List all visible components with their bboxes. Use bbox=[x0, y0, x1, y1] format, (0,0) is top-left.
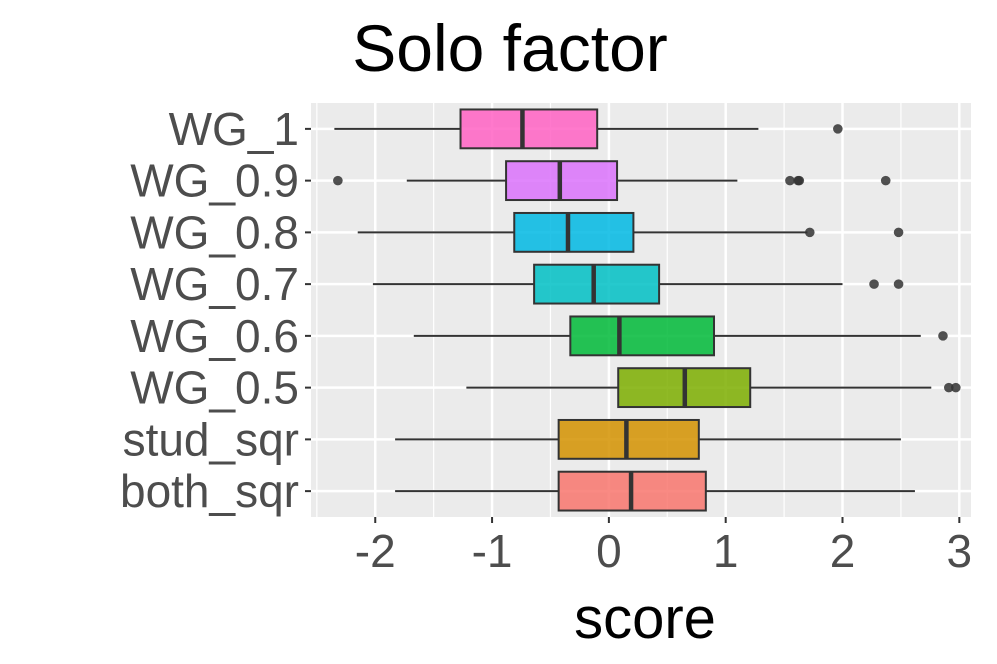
box-both_sqr bbox=[395, 470, 915, 512]
box-iqr bbox=[569, 315, 716, 357]
box-iqr bbox=[513, 211, 635, 253]
x-tick-label: 3 bbox=[947, 525, 973, 577]
outlier-point bbox=[794, 175, 805, 186]
box-iqr bbox=[533, 263, 661, 305]
box-WG_0.5 bbox=[466, 367, 961, 409]
y-tick-label: WG_0.7 bbox=[130, 258, 299, 310]
outlier-point bbox=[944, 382, 954, 393]
box-iqr bbox=[557, 418, 700, 460]
box-WG_0.8 bbox=[357, 211, 904, 253]
outlier-point bbox=[938, 331, 948, 341]
box-WG_0.9 bbox=[333, 160, 891, 202]
outlier-point bbox=[333, 175, 343, 186]
box-iqr bbox=[459, 108, 599, 150]
outlier-point bbox=[869, 279, 879, 289]
x-axis-label: score bbox=[574, 586, 716, 651]
axis-layer: WG_1WG_0.9WG_0.8WG_0.7WG_0.6WG_0.5stud_s… bbox=[120, 103, 972, 577]
x-tick-label: 2 bbox=[830, 525, 856, 577]
outlier-point bbox=[880, 175, 891, 186]
y-tick-label: WG_0.8 bbox=[130, 206, 299, 258]
box-WG_0.6 bbox=[413, 315, 948, 357]
box-WG_0.7 bbox=[372, 263, 904, 305]
outlier-point bbox=[893, 227, 904, 238]
outlier-point bbox=[833, 124, 843, 134]
x-tick-label: -2 bbox=[355, 525, 396, 577]
y-tick-label: WG_0.9 bbox=[130, 155, 299, 207]
box-layer bbox=[333, 108, 961, 512]
y-tick-label: WG_0.6 bbox=[130, 310, 299, 362]
chart-title: Solo factor bbox=[352, 11, 668, 85]
outlier-point bbox=[785, 175, 795, 186]
x-tick-label: 1 bbox=[713, 525, 739, 577]
x-tick-label: -1 bbox=[472, 525, 513, 577]
box-stud_sqr bbox=[395, 418, 901, 460]
y-tick-label: WG_1 bbox=[169, 103, 299, 155]
outlier-point bbox=[893, 279, 904, 289]
outlier-point bbox=[804, 227, 815, 238]
y-tick-label: stud_sqr bbox=[123, 413, 299, 465]
outlier-point bbox=[951, 382, 961, 393]
y-tick-label: WG_0.5 bbox=[130, 362, 299, 414]
box-WG_1 bbox=[334, 108, 843, 150]
y-tick-label: both_sqr bbox=[120, 465, 299, 517]
x-tick-label: 0 bbox=[596, 525, 622, 577]
